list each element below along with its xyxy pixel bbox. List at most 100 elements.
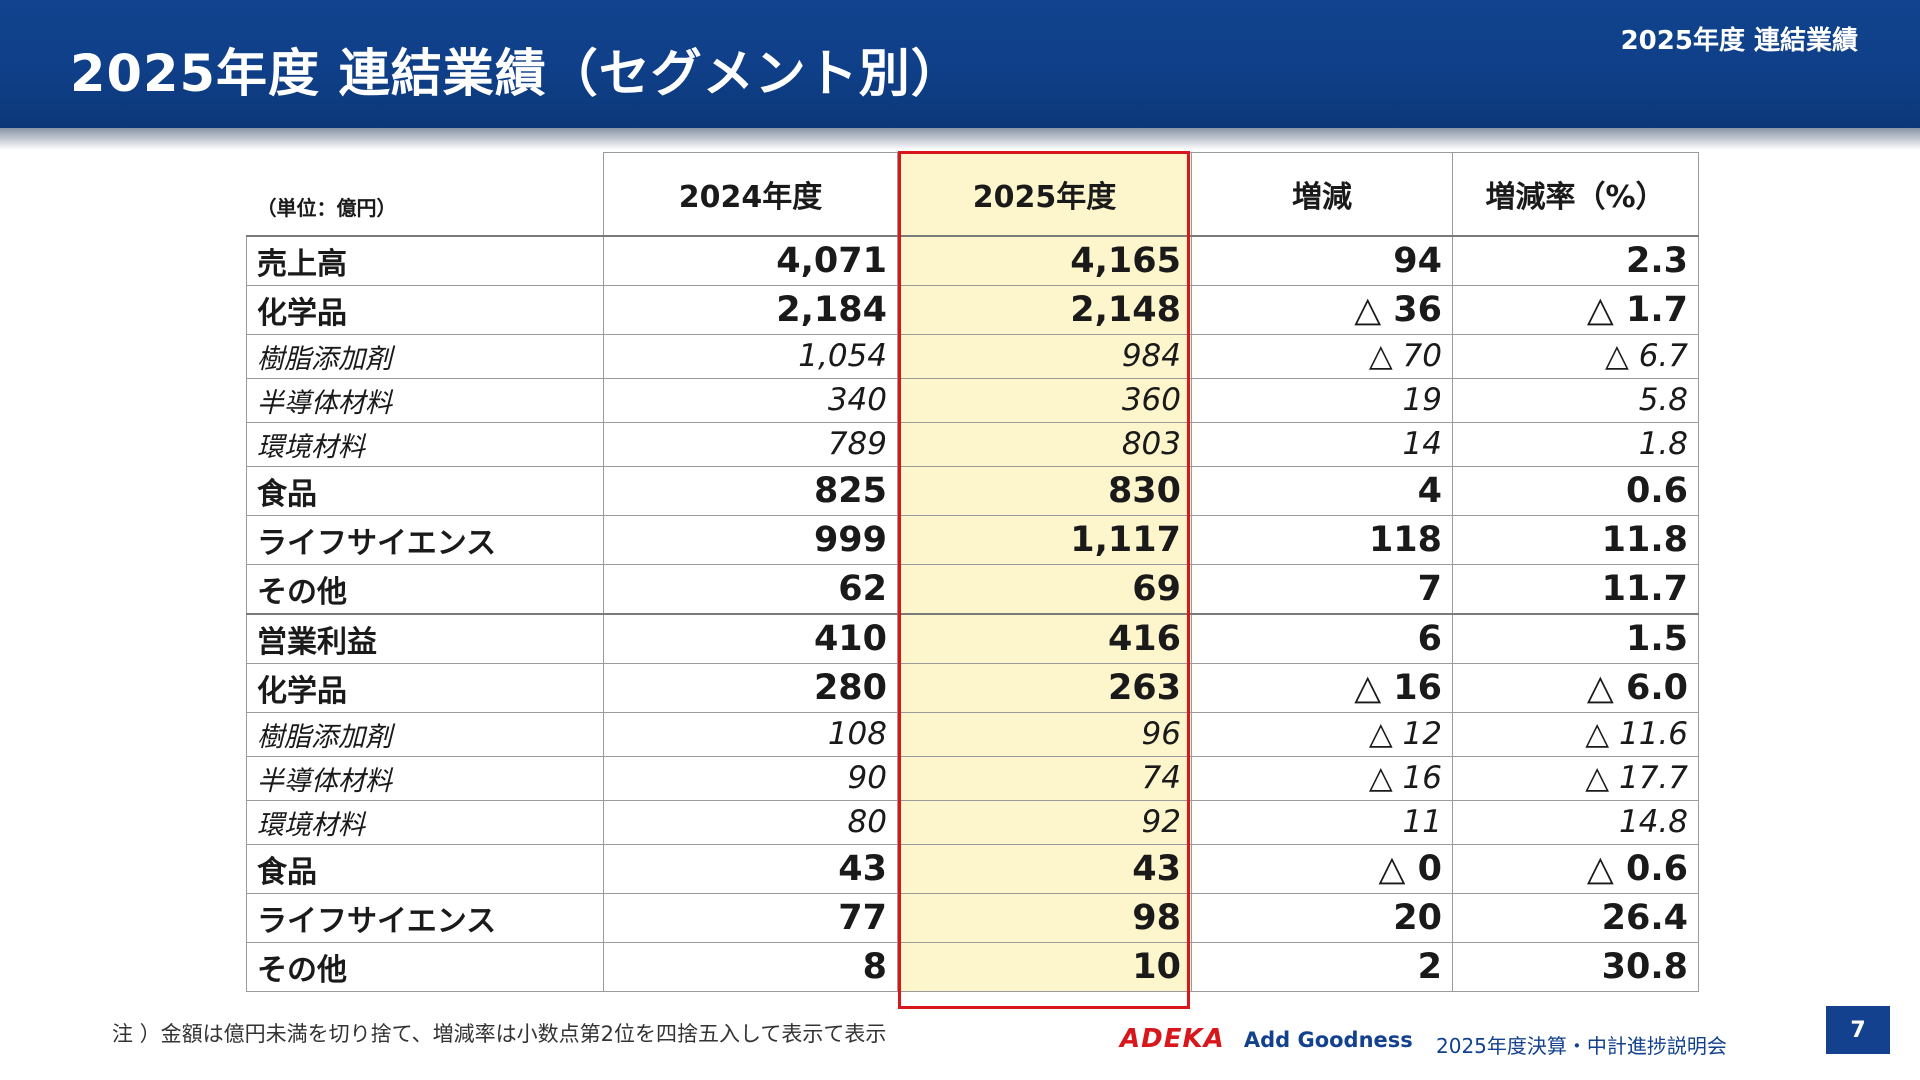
table-header-row: （単位：億円） 2024年度 2025年度 増減 増減率（%） — [246, 152, 1699, 236]
cell-change-rate: △ 6.7 — [1452, 333, 1699, 379]
row-label: 食品 — [246, 465, 604, 516]
table-row: その他 8 10 2 30.8 — [246, 941, 1699, 992]
cell-2024: 108 — [603, 711, 898, 757]
cell-2024: 789 — [603, 421, 898, 467]
table-row: 食品 43 43 △ 0 △ 0.6 — [246, 843, 1699, 894]
cell-change-rate: △ 1.7 — [1452, 284, 1699, 335]
cell-change-rate: 11.7 — [1452, 563, 1699, 614]
table-row: その他 62 69 7 11.7 — [246, 563, 1699, 614]
cell-change-rate: △ 11.6 — [1452, 711, 1699, 757]
cell-2025: 10 — [897, 941, 1192, 992]
row-label: ライフサイエンス — [246, 514, 604, 565]
cell-2024: 8 — [603, 941, 898, 992]
cell-change-rate: 26.4 — [1452, 892, 1699, 943]
cell-2024: 280 — [603, 662, 898, 713]
row-label: 樹脂添加剤 — [246, 711, 604, 757]
cell-2024: 62 — [603, 563, 898, 614]
cell-2024: 1,054 — [603, 333, 898, 379]
row-label: 環境材料 — [246, 799, 604, 845]
cell-2025: 984 — [897, 333, 1192, 379]
table-row: 半導体材料 340 360 19 5.8 — [246, 377, 1699, 423]
table-row: 化学品 2,184 2,148 △ 36 △ 1.7 — [246, 284, 1699, 335]
table-row: 環境材料 80 92 11 14.8 — [246, 799, 1699, 845]
row-label: 営業利益 — [246, 612, 604, 664]
table-row: 半導体材料 90 74 △ 16 △ 17.7 — [246, 755, 1699, 801]
segment-results-table: （単位：億円） 2024年度 2025年度 増減 増減率（%） 売上高 4,071… — [246, 152, 1699, 992]
cell-change: 4 — [1191, 465, 1453, 516]
column-header-2025: 2025年度 — [897, 152, 1192, 236]
cell-change: △ 12 — [1191, 711, 1453, 757]
cell-change-rate: 14.8 — [1452, 799, 1699, 845]
table-row: 樹脂添加剤 108 96 △ 12 △ 11.6 — [246, 711, 1699, 757]
cell-change: 14 — [1191, 421, 1453, 467]
table-row: 環境材料 789 803 14 1.8 — [246, 421, 1699, 467]
cell-change: △ 16 — [1191, 662, 1453, 713]
cell-change-rate: 1.5 — [1452, 612, 1699, 664]
cell-change: 20 — [1191, 892, 1453, 943]
cell-2025: 43 — [897, 843, 1192, 894]
table-row: 食品 825 830 4 0.6 — [246, 465, 1699, 516]
cell-2025: 69 — [897, 563, 1192, 614]
cell-2024: 90 — [603, 755, 898, 801]
cell-change-rate: 0.6 — [1452, 465, 1699, 516]
table-row: 営業利益 410 416 6 1.5 — [246, 612, 1699, 664]
cell-change: 19 — [1191, 377, 1453, 423]
event-name: 2025年度決算・中計進捗説明会 — [1436, 1034, 1727, 1058]
cell-change-rate: 30.8 — [1452, 941, 1699, 992]
page-number: 7 — [1826, 1006, 1890, 1054]
row-label: 化学品 — [246, 662, 604, 713]
cell-change-rate: △ 0.6 — [1452, 843, 1699, 894]
table-row: ライフサイエンス 999 1,117 118 11.8 — [246, 514, 1699, 565]
cell-2025: 4,165 — [897, 234, 1192, 286]
cell-change-rate: 1.8 — [1452, 421, 1699, 467]
cell-2025: 74 — [897, 755, 1192, 801]
logo-wordmark: ADEKA — [1120, 1024, 1225, 1054]
cell-2025: 1,117 — [897, 514, 1192, 565]
cell-change-rate: 11.8 — [1452, 514, 1699, 565]
column-header-change-rate: 増減率（%） — [1452, 152, 1699, 236]
cell-change-rate: 2.3 — [1452, 234, 1699, 286]
row-label: 樹脂添加剤 — [246, 333, 604, 379]
table-body: 売上高 4,071 4,165 94 2.3 化学品 2,184 2,148 △ 36 △ 1.7… — [246, 234, 1699, 992]
cell-2024: 4,071 — [603, 234, 898, 286]
footnote: 注 ）金額は億円未満を切り捨て、増減率は小数点第2位を四捨五入して表示て表示 — [112, 1022, 887, 1046]
cell-change: △ 0 — [1191, 843, 1453, 894]
row-label: その他 — [246, 941, 604, 992]
cell-2024: 43 — [603, 843, 898, 894]
column-header-change: 増減 — [1191, 152, 1453, 236]
cell-2024: 410 — [603, 612, 898, 664]
company-logo: ADEKA Add Goodness — [1120, 1024, 1413, 1054]
row-label: 売上高 — [246, 234, 604, 286]
cell-change-rate: 5.8 — [1452, 377, 1699, 423]
cell-2025: 830 — [897, 465, 1192, 516]
header-banner: 2025年度 連結業績（セグメント別） 2025年度 連結業績 — [0, 0, 1920, 150]
logo-tagline: Add Goodness — [1243, 1028, 1413, 1052]
row-label: その他 — [246, 563, 604, 614]
unit-label: （単位：億円） — [246, 152, 604, 236]
cell-change: 2 — [1191, 941, 1453, 992]
cell-2025: 360 — [897, 377, 1192, 423]
cell-change: △ 16 — [1191, 755, 1453, 801]
row-label: 半導体材料 — [246, 755, 604, 801]
cell-change: 6 — [1191, 612, 1453, 664]
table-row: ライフサイエンス 77 98 20 26.4 — [246, 892, 1699, 943]
table-row: 樹脂添加剤 1,054 984 △ 70 △ 6.7 — [246, 333, 1699, 379]
cell-2025: 96 — [897, 711, 1192, 757]
cell-2025: 803 — [897, 421, 1192, 467]
row-label: 食品 — [246, 843, 604, 894]
row-label: 半導体材料 — [246, 377, 604, 423]
cell-2025: 98 — [897, 892, 1192, 943]
cell-2024: 340 — [603, 377, 898, 423]
cell-change: △ 70 — [1191, 333, 1453, 379]
cell-2025: 2,148 — [897, 284, 1192, 335]
slide-title: 2025年度 連結業績（セグメント別） — [70, 45, 963, 104]
cell-2024: 80 — [603, 799, 898, 845]
cell-2024: 2,184 — [603, 284, 898, 335]
section-tag: 2025年度 連結業績 — [1620, 26, 1858, 56]
cell-2025: 416 — [897, 612, 1192, 664]
cell-change-rate: △ 17.7 — [1452, 755, 1699, 801]
cell-change: △ 36 — [1191, 284, 1453, 335]
table-row: 売上高 4,071 4,165 94 2.3 — [246, 234, 1699, 286]
cell-change: 118 — [1191, 514, 1453, 565]
row-label: ライフサイエンス — [246, 892, 604, 943]
